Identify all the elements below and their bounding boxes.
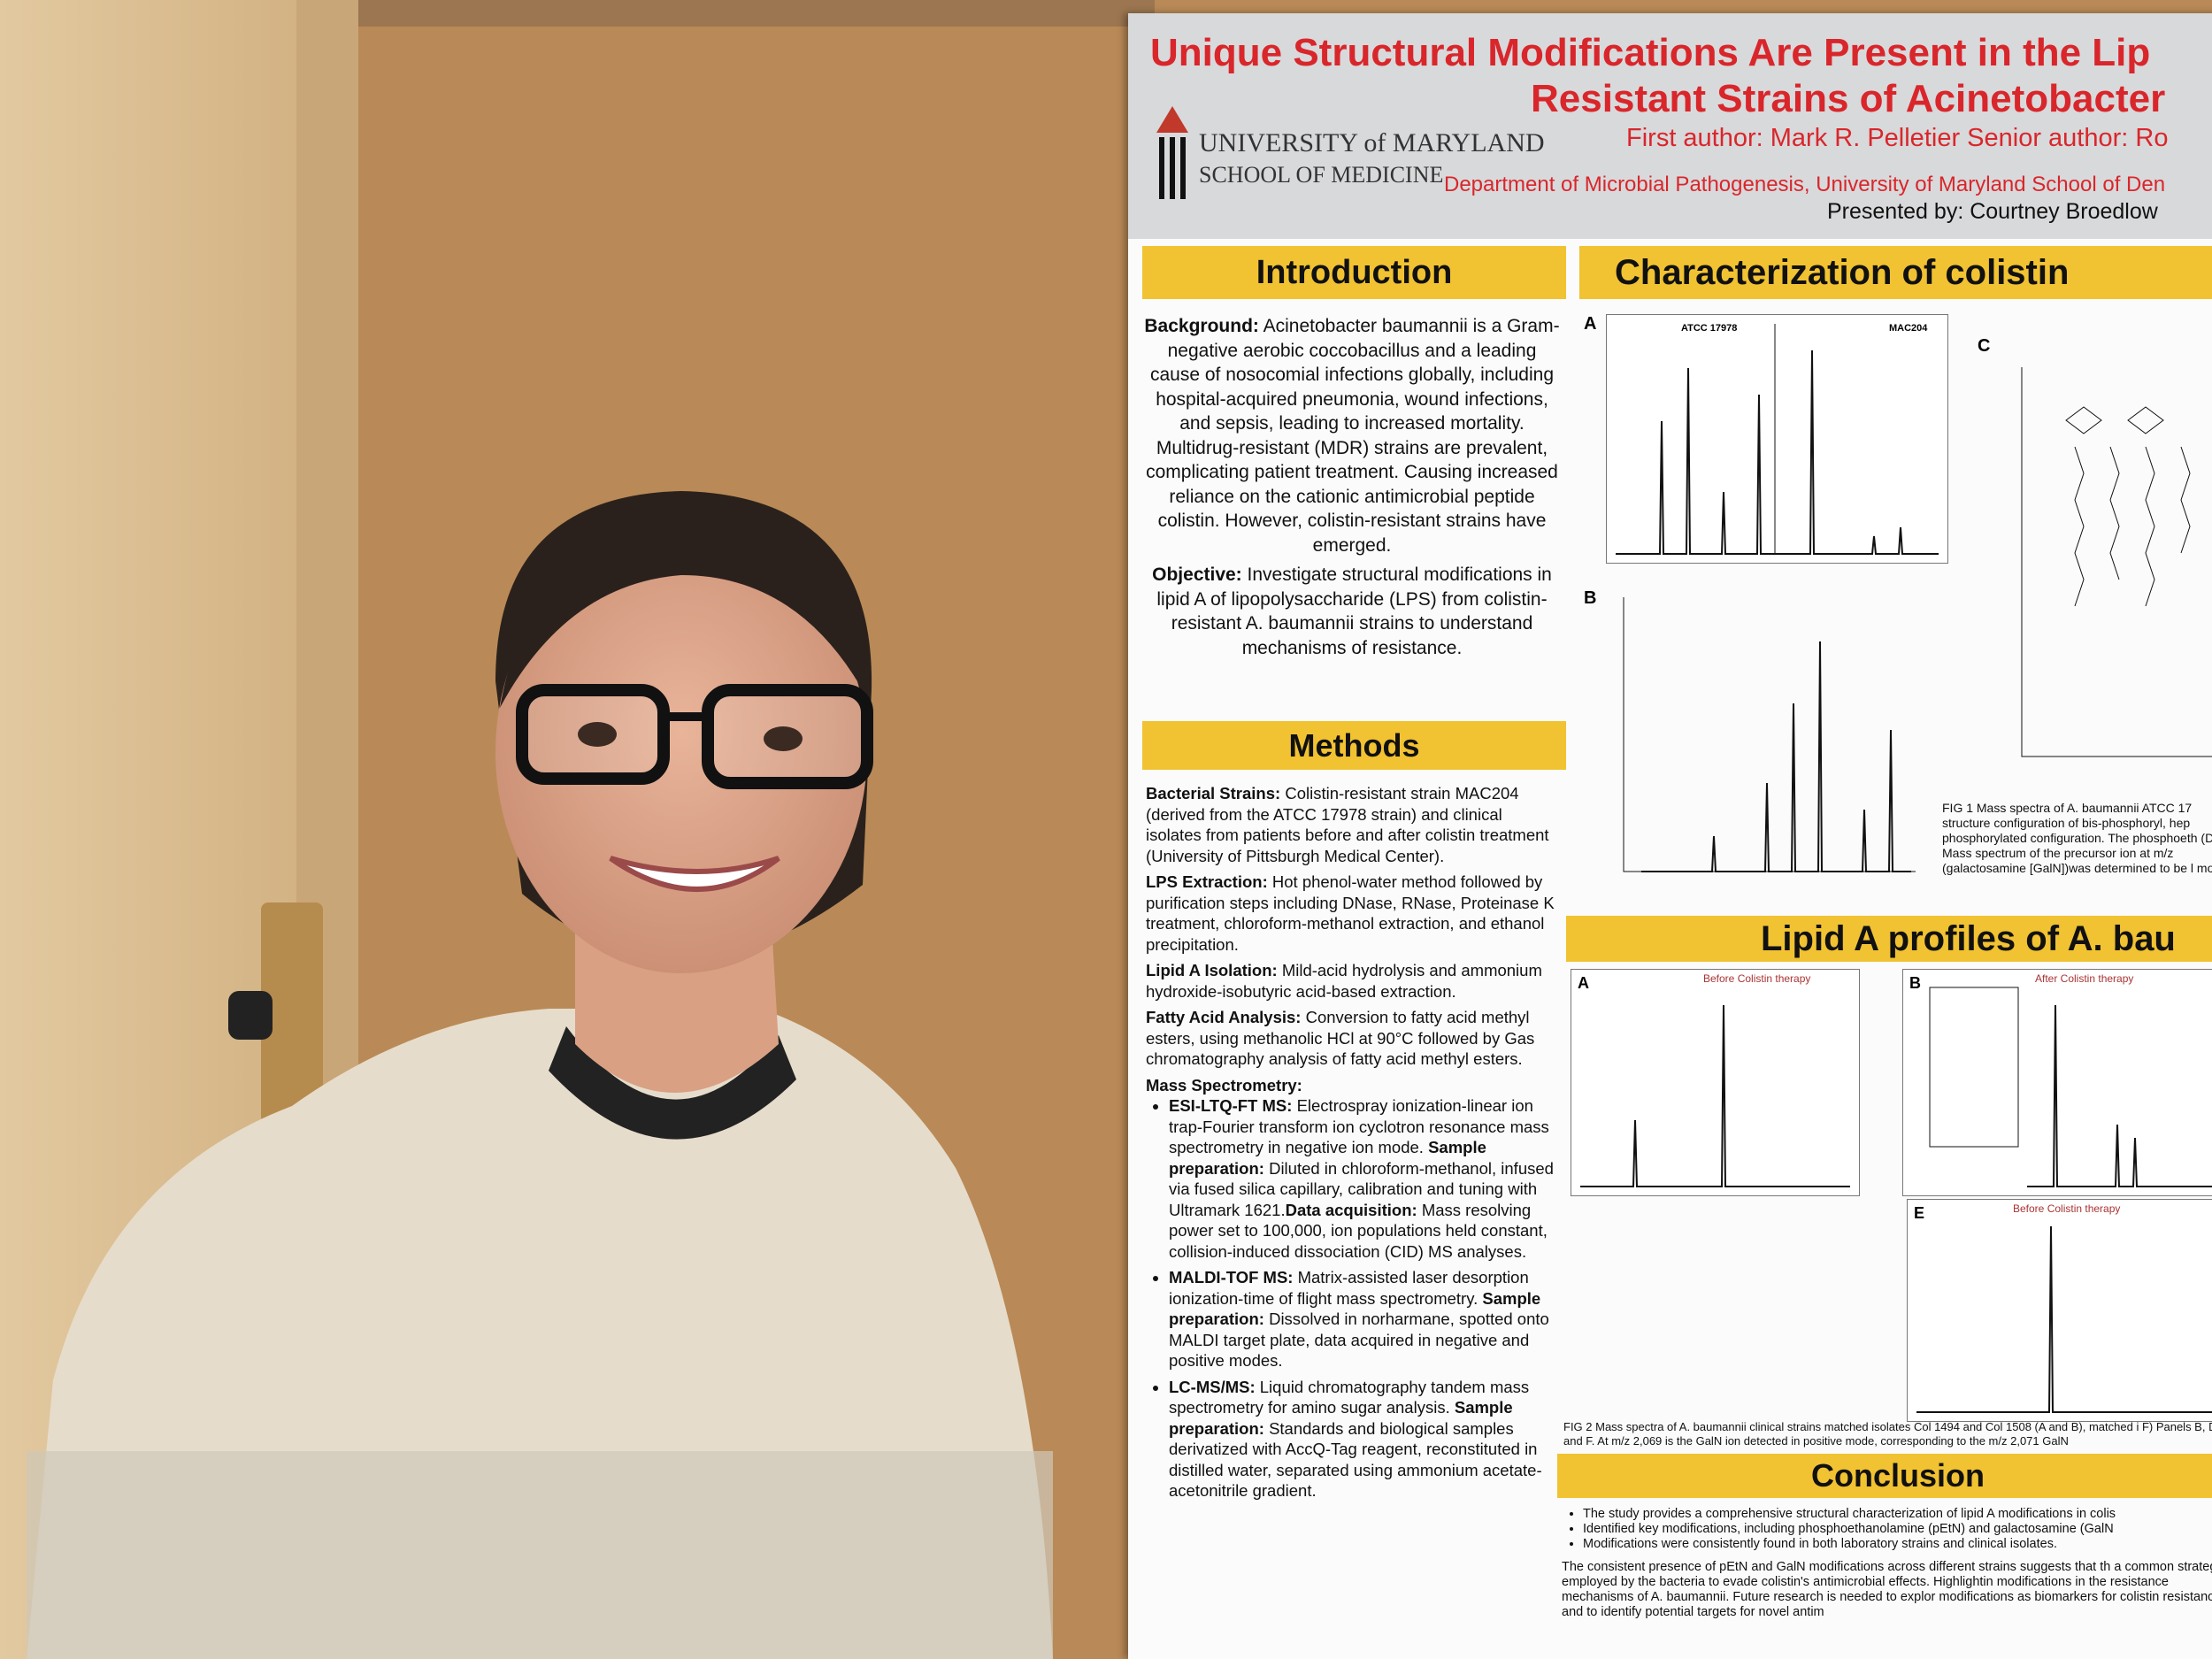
figure-caption: FIG 1 Mass spectra of A. baumannii ATCC … bbox=[1942, 801, 2212, 875]
spectrum-figure bbox=[1571, 969, 1860, 1196]
paragraph: Mass Spectrometry: bbox=[1146, 1075, 1557, 1096]
section-heading: Lipid A profiles of A. bau bbox=[1566, 916, 2212, 962]
label: MALDI-TOF MS: bbox=[1169, 1268, 1294, 1286]
figure-caption: FIG 2 Mass spectra of A. baumannii clini… bbox=[1563, 1420, 2212, 1448]
figure-label: Before Colistin therapy bbox=[2013, 1202, 2121, 1215]
conclusion-list: The study provides a comprehensive struc… bbox=[1562, 1507, 2212, 1552]
hair-top bbox=[500, 526, 863, 708]
strain-label: ATCC 17978 bbox=[1681, 323, 1738, 334]
text: Diluted in chloroform-methanol, infused … bbox=[1169, 1158, 1554, 1219]
spectrum-figure bbox=[1606, 314, 1948, 564]
label: Lipid A Isolation: bbox=[1146, 961, 1278, 979]
list-item: LC-MS/MS: Liquid chromatography tandem m… bbox=[1169, 1377, 1557, 1502]
door-handle-plate bbox=[261, 902, 323, 1124]
text: Matrix-assisted laser desorption ionizat… bbox=[1169, 1268, 1529, 1308]
door-handle bbox=[228, 991, 273, 1040]
figure-label: After Colistin therapy bbox=[2035, 972, 2134, 985]
list-item: ESI-LTQ-FT MS: Electrospray ionization-l… bbox=[1169, 1095, 1557, 1262]
list-item: Modifications were consistently found in… bbox=[1583, 1537, 2212, 1552]
intro-text: Background: Acinetobacter baumannii is a… bbox=[1144, 314, 1560, 660]
eye bbox=[578, 722, 617, 747]
structure-figure bbox=[2021, 367, 2212, 757]
section-heading: Introduction bbox=[1142, 246, 1566, 299]
text: Hot phenol-water method followed by puri… bbox=[1146, 872, 1555, 954]
paragraph: Background: Acinetobacter baumannii is a… bbox=[1144, 314, 1560, 557]
department: Department of Microbial Pathogenesis, Un… bbox=[1444, 173, 2166, 196]
text: Liquid chromatography tandem mass spectr… bbox=[1169, 1377, 1530, 1417]
title: Resistant Strains of Acinetobacter bbox=[1531, 77, 2166, 120]
label: LPS Extraction: bbox=[1146, 872, 1268, 891]
university: UNIVERSITY of MARYLAND bbox=[1199, 128, 1545, 157]
text: Investigate structural modifications in … bbox=[1156, 565, 1552, 658]
text: Colistin-resistant strain MAC204 (derive… bbox=[1146, 784, 1549, 865]
authors: First author: Mark R. Pelletier Senior a… bbox=[1626, 124, 2169, 152]
panel-label: A bbox=[1578, 974, 1589, 992]
panel-label: C bbox=[1978, 336, 1991, 356]
logo-mark bbox=[1156, 106, 1188, 199]
list-item: The study provides a comprehensive struc… bbox=[1583, 1507, 2212, 1522]
paragraph: Lipid A Isolation: Mild-acid hydrolysis … bbox=[1146, 960, 1557, 1002]
label: ESI-LTQ-FT MS: bbox=[1169, 1096, 1293, 1115]
section-heading: Methods bbox=[1142, 721, 1566, 770]
list: ESI-LTQ-FT MS: Electrospray ionization-l… bbox=[1146, 1095, 1557, 1502]
presenter: Presented by: Courtney Broedlow bbox=[1827, 199, 2158, 224]
panel-label: B bbox=[1909, 974, 1921, 992]
undershirt bbox=[549, 1026, 796, 1140]
eye bbox=[764, 726, 803, 751]
label: Fatty Acid Analysis: bbox=[1146, 1008, 1302, 1026]
label: Sample preparation: bbox=[1169, 1138, 1486, 1178]
panel-label: A bbox=[1584, 314, 1597, 334]
paragraph: Bacterial Strains: Colistin-resistant st… bbox=[1146, 783, 1557, 866]
panel-label: E bbox=[1914, 1204, 1925, 1222]
section-heading: Conclusion bbox=[1557, 1454, 2212, 1498]
text: Electrospray ionization-linear ion trap-… bbox=[1169, 1096, 1549, 1156]
cork-frame bbox=[358, 0, 1155, 27]
school: SCHOOL OF MEDICINE bbox=[1199, 162, 1444, 188]
spectrum-figure bbox=[1623, 597, 1916, 872]
text: Standards and biological samples derivat… bbox=[1169, 1418, 1542, 1501]
panel-label: B bbox=[1584, 588, 1597, 608]
paragraph: Fatty Acid Analysis: Conversion to fatty… bbox=[1146, 1007, 1557, 1070]
sweater-stripe bbox=[27, 1451, 1053, 1659]
label: Objective: bbox=[1152, 565, 1242, 585]
text: Mild-acid hydrolysis and ammonium hydrox… bbox=[1146, 961, 1542, 1001]
figure-label: Before Colistin therapy bbox=[1703, 972, 1811, 985]
label: Background: bbox=[1144, 316, 1259, 336]
paragraph: Objective: Investigate structural modifi… bbox=[1144, 563, 1560, 660]
spectrum-figure bbox=[1902, 969, 2212, 1196]
label: Data acquisition: bbox=[1285, 1200, 1417, 1219]
conclusion-text: The consistent presence of pEtN and GalN… bbox=[1562, 1560, 2212, 1619]
smile bbox=[609, 856, 780, 892]
label: Sample preparation: bbox=[1169, 1288, 1541, 1329]
poster: Unique Structural Modifications Are Pres… bbox=[1128, 13, 2212, 1659]
label: Mass Spectrometry: bbox=[1146, 1075, 1302, 1094]
list-item: MALDI-TOF MS: Matrix-assisted laser deso… bbox=[1169, 1267, 1557, 1371]
spectrum-figure bbox=[1907, 1199, 2212, 1422]
methods-text: Bacterial Strains: Colistin-resistant st… bbox=[1146, 783, 1557, 1507]
poster-header bbox=[1128, 13, 2212, 239]
label: Bacterial Strains: bbox=[1146, 784, 1281, 803]
title: Unique Structural Modifications Are Pres… bbox=[1150, 31, 2151, 74]
text: Acinetobacter baumannii is a Gram-negati… bbox=[1146, 316, 1560, 556]
paragraph: LPS Extraction: Hot phenol-water method … bbox=[1146, 872, 1557, 955]
label: LC-MS/MS: bbox=[1169, 1377, 1256, 1396]
label: Sample preparation: bbox=[1169, 1398, 1513, 1438]
text: Mass resolving power set to 100,000, ion… bbox=[1169, 1200, 1548, 1261]
section-heading: Characterization of colistin bbox=[1579, 246, 2212, 299]
text: Conversion to fatty acid methyl esters, … bbox=[1146, 1008, 1535, 1068]
strain-label: MAC204 bbox=[1889, 323, 1928, 334]
list-item: Identified key modifications, including … bbox=[1583, 1522, 2212, 1537]
text: Dissolved in norharmane, spotted onto MA… bbox=[1169, 1310, 1549, 1370]
